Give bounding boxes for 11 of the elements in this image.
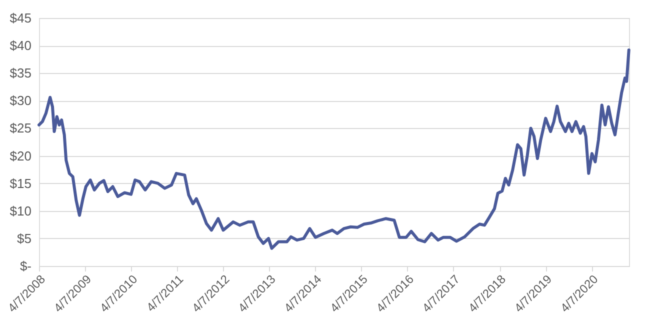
y-tick-label: $40 <box>10 38 32 54</box>
y-tick-label: $45 <box>10 10 32 26</box>
y-tick-label: $- <box>20 258 32 274</box>
y-tick-label: $25 <box>10 120 32 136</box>
line-series <box>38 48 630 250</box>
y-tick-label: $35 <box>10 66 32 81</box>
y-tick-label: $5 <box>17 230 32 246</box>
y-tick-label: $15 <box>10 176 32 191</box>
y-tick-label: $30 <box>10 93 32 108</box>
y-tick-label: $20 <box>10 148 32 164</box>
y-tick-label: $10 <box>10 203 32 218</box>
